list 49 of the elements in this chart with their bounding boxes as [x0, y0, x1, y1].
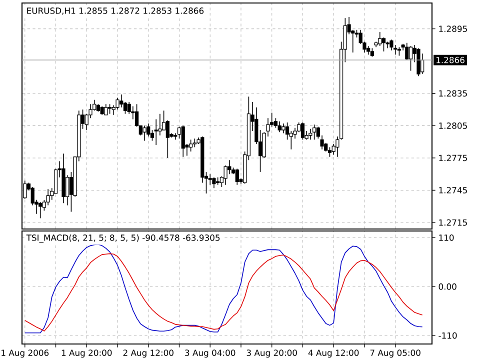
- candlestick: [146, 123, 150, 137]
- y-tick-label: -110: [438, 332, 457, 339]
- candlestick: [390, 39, 394, 51]
- x-tick-label: 7 Aug 05:00: [370, 350, 420, 358]
- candlestick: [154, 118, 158, 146]
- candlestick: [405, 42, 409, 60]
- ref-line-label: 1.2866: [436, 56, 464, 64]
- y-tick-label: 1.2745: [439, 187, 467, 194]
- y-tick-label: 1.2895: [439, 26, 467, 32]
- x-tick-label: 1 Aug 20:00: [62, 350, 112, 358]
- x-tick-label: 3 Aug 20:00: [246, 350, 297, 358]
- candlestick: [386, 41, 390, 49]
- candlestick: [278, 120, 282, 133]
- candlestick: [208, 174, 212, 186]
- candlestick: [382, 37, 386, 52]
- candlestick: [408, 46, 413, 72]
- candlestick: [142, 125, 146, 142]
- x-tick-label: 3 Aug 04:00: [185, 350, 236, 358]
- x-tick-label: 1 Aug 2006: [2, 350, 49, 358]
- candlestick: [228, 160, 232, 174]
- candlestick: [420, 53, 424, 74]
- candlestick: [46, 188, 50, 206]
- candlestick: [282, 123, 286, 134]
- candlestick: [189, 139, 193, 152]
- y-tick-label: 1.2775: [439, 154, 467, 162]
- candlestick: [285, 122, 290, 140]
- candlestick: [300, 122, 305, 140]
- x-tick-label: 2 Aug 12:00: [123, 350, 174, 358]
- candlestick: [120, 94, 124, 108]
- candlestick: [108, 104, 112, 114]
- y-tick-label: 110: [439, 234, 454, 241]
- y-tick-label: 1.2715: [439, 219, 467, 226]
- y-tick-label: 1.2835: [439, 90, 467, 97]
- candlestick: [312, 124, 316, 140]
- chart-title: TSI_MACD(8, 21, 5; 8, 5, 5) -90.4578 -63.9305: [26, 234, 220, 243]
- candlestick: [289, 130, 293, 150]
- candlestick: [308, 128, 312, 140]
- candlestick: [166, 120, 170, 158]
- candlestick: [328, 146, 332, 158]
- y-tick-label: 0.00: [438, 283, 456, 290]
- chart-title: EURUSD,H1 1.2855 1.2872 1.2853 1.2866: [27, 8, 204, 15]
- x-tick-label: 4 Aug 12:00: [308, 350, 359, 358]
- candlestick: [38, 202, 42, 219]
- y-tick-label: 1.2805: [439, 122, 467, 129]
- candlestick: [378, 32, 382, 46]
- candlestick: [181, 125, 185, 158]
- candlestick: [104, 104, 108, 116]
- candlestick: [235, 168, 239, 186]
- candlestick: [212, 176, 216, 188]
